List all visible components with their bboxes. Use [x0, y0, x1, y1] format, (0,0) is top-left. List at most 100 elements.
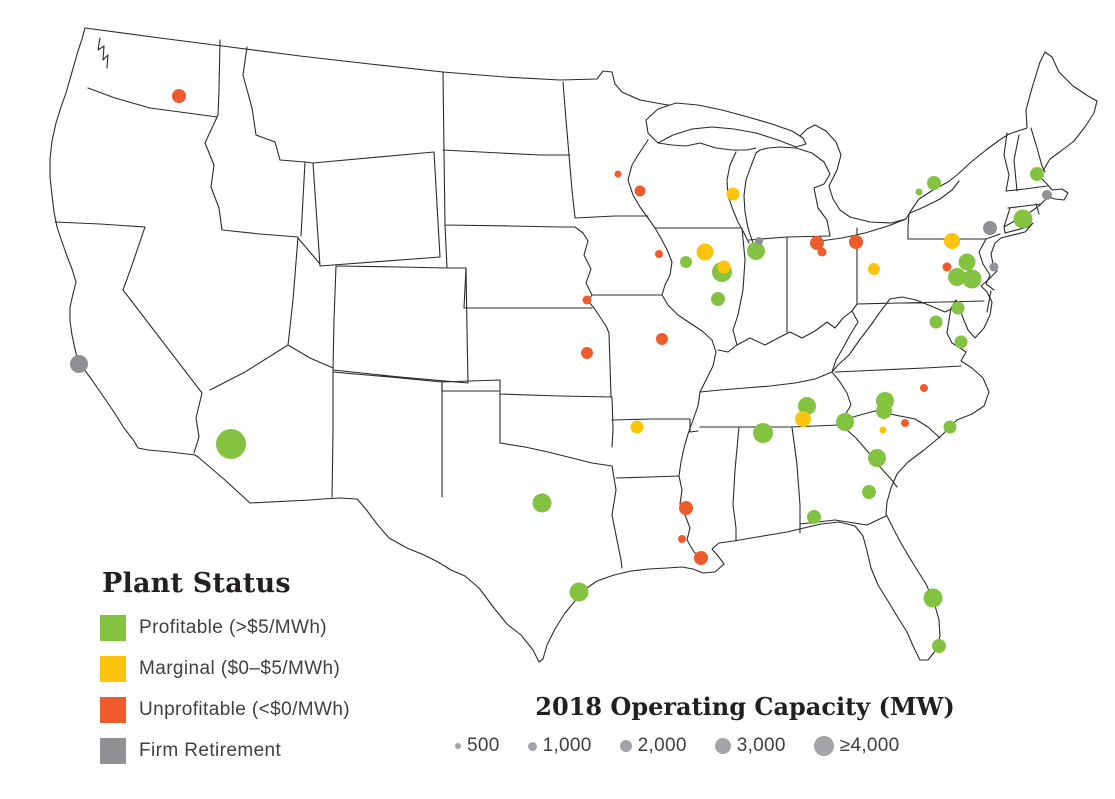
plant-dot-profitable — [915, 188, 923, 196]
plant-dot-unprofitable — [634, 185, 646, 197]
capacity-legend-item: 2,000 — [619, 735, 687, 757]
plant-status-legend-title: Plant Status — [102, 568, 291, 599]
plant-dot-unprofitable — [656, 333, 668, 345]
plant-dot-unprofitable — [901, 419, 909, 427]
plant-dot-unprofitable — [810, 236, 824, 250]
legend-label-profitable: Profitable (>$5/MWh) — [139, 617, 328, 638]
plant-dot-marginal — [696, 243, 714, 261]
plant-dot-profitable — [929, 315, 943, 329]
plant-dot-profitable — [962, 269, 982, 289]
legend-swatch-marginal — [100, 656, 126, 682]
plant-dot-profitable — [876, 403, 892, 419]
plant-dot-retirement — [1042, 190, 1052, 200]
plant-dot-profitable — [1013, 209, 1033, 229]
plant-dot-retirement — [70, 355, 88, 373]
plant-dot-profitable — [868, 449, 886, 467]
plant-dot-unprofitable — [942, 262, 952, 272]
plant-dot-marginal — [630, 420, 644, 434]
capacity-legend-item: 1,000 — [527, 735, 592, 757]
legend-row-retirement: Firm Retirement — [100, 738, 350, 764]
plant-dot-profitable — [951, 301, 965, 315]
plant-dot-profitable — [807, 510, 821, 524]
plant-dot-profitable — [569, 582, 589, 602]
upper-peninsula-shore — [657, 142, 757, 151]
capacity-legend-item: ≥4,000 — [813, 735, 900, 757]
plant-dot-marginal — [944, 233, 960, 249]
plant-dot-profitable — [954, 335, 968, 349]
plant-dot-profitable — [216, 429, 246, 459]
plant-dot-profitable — [948, 268, 966, 286]
plant-dot-retirement — [755, 237, 763, 245]
plant-dot-marginal — [717, 260, 731, 274]
capacity-dot — [619, 740, 632, 752]
plant-dot-profitable — [958, 253, 976, 271]
plant-dot-profitable — [1030, 167, 1044, 181]
capacity-dot — [455, 743, 461, 749]
capacity-label: 3,000 — [736, 735, 786, 756]
plant-dot-profitable — [532, 493, 552, 513]
plant-dot-unprofitable — [678, 535, 686, 543]
plant-dot-profitable — [753, 423, 773, 443]
capacity-dot — [714, 738, 731, 754]
plant-dot-retirement — [989, 262, 999, 272]
plant-dot-profitable — [711, 292, 725, 306]
plant-dot-unprofitable — [655, 250, 663, 258]
plant-status-legend: Plant Status Profitable (>$5/MWh) Margina… — [100, 568, 350, 779]
capacity-dot — [813, 736, 834, 756]
capacity-label: 1,000 — [542, 735, 592, 756]
legend-row-unprofitable: Unprofitable (<$0/MWh) — [100, 697, 350, 723]
us-outline — [49, 27, 1098, 663]
capacity-legend-title: 2018 Operating Capacity (MW) — [535, 692, 955, 721]
puget-sound — [97, 37, 109, 69]
legend-label-retirement: Firm Retirement — [139, 740, 282, 761]
lake-erie-shore — [819, 218, 907, 242]
legend-label-unprofitable: Unprofitable (<$0/MWh) — [139, 699, 351, 720]
mississippi-river-borders — [627, 139, 717, 561]
lake-superior — [645, 102, 807, 148]
plant-dot-unprofitable — [920, 384, 928, 392]
plant-status-legend-items: Profitable (>$5/MWh) Marginal ($0–$5/MWh)… — [100, 615, 350, 764]
capacity-legend-item: 3,000 — [714, 735, 786, 757]
plant-dot-profitable — [836, 413, 854, 431]
capacity-legend-items: 500 1,000 2,000 3,000 ≥4,000 — [455, 735, 1075, 757]
plant-dot-unprofitable — [694, 551, 708, 565]
plant-dot-unprofitable — [849, 235, 863, 249]
capacity-label: 500 — [467, 735, 500, 756]
capacity-legend: 2018 Operating Capacity (MW) 500 1,000 2,0… — [455, 692, 1075, 757]
legend-swatch-retirement — [100, 738, 126, 764]
capacity-label: ≥4,000 — [839, 735, 900, 756]
plant-dot-marginal — [726, 187, 740, 201]
lake-michigan-west-shore — [726, 151, 750, 244]
state-borders-west — [54, 39, 469, 498]
plant-dot-profitable — [862, 485, 876, 499]
plant-dot-unprofitable — [172, 89, 186, 103]
plant-dot-marginal — [868, 263, 880, 275]
plant-dot-unprofitable — [582, 295, 592, 305]
plant-dot-profitable — [680, 256, 692, 268]
plant-dot-profitable — [927, 176, 941, 190]
plant-dot-profitable — [798, 397, 816, 415]
plant-dot-layer — [70, 89, 1052, 653]
lake-ontario-shore — [909, 180, 960, 214]
legend-row-profitable: Profitable (>$5/MWh) — [100, 615, 350, 641]
plant-dot-marginal — [795, 411, 811, 427]
plant-dot-unprofitable — [581, 347, 593, 359]
plant-dot-profitable — [747, 242, 765, 260]
plant-dot-profitable — [923, 588, 943, 608]
capacity-label: 2,000 — [637, 735, 687, 756]
legend-swatch-unprofitable — [100, 697, 126, 723]
state-borders-plains — [441, 81, 699, 569]
legend-row-marginal: Marginal ($0–$5/MWh) — [100, 656, 350, 682]
plant-dot-retirement — [983, 221, 997, 235]
plant-dot-profitable — [943, 420, 957, 434]
plant-dot-unprofitable — [817, 247, 827, 257]
capacity-legend-item: 500 — [455, 735, 500, 757]
state-borders-new-england — [1003, 127, 1048, 228]
plant-dot-profitable — [932, 639, 946, 653]
legend-label-marginal: Marginal ($0–$5/MWh) — [139, 658, 341, 679]
capacity-dot — [527, 741, 537, 751]
plant-dot-marginal — [879, 426, 887, 434]
legend-swatch-profitable — [100, 615, 126, 641]
